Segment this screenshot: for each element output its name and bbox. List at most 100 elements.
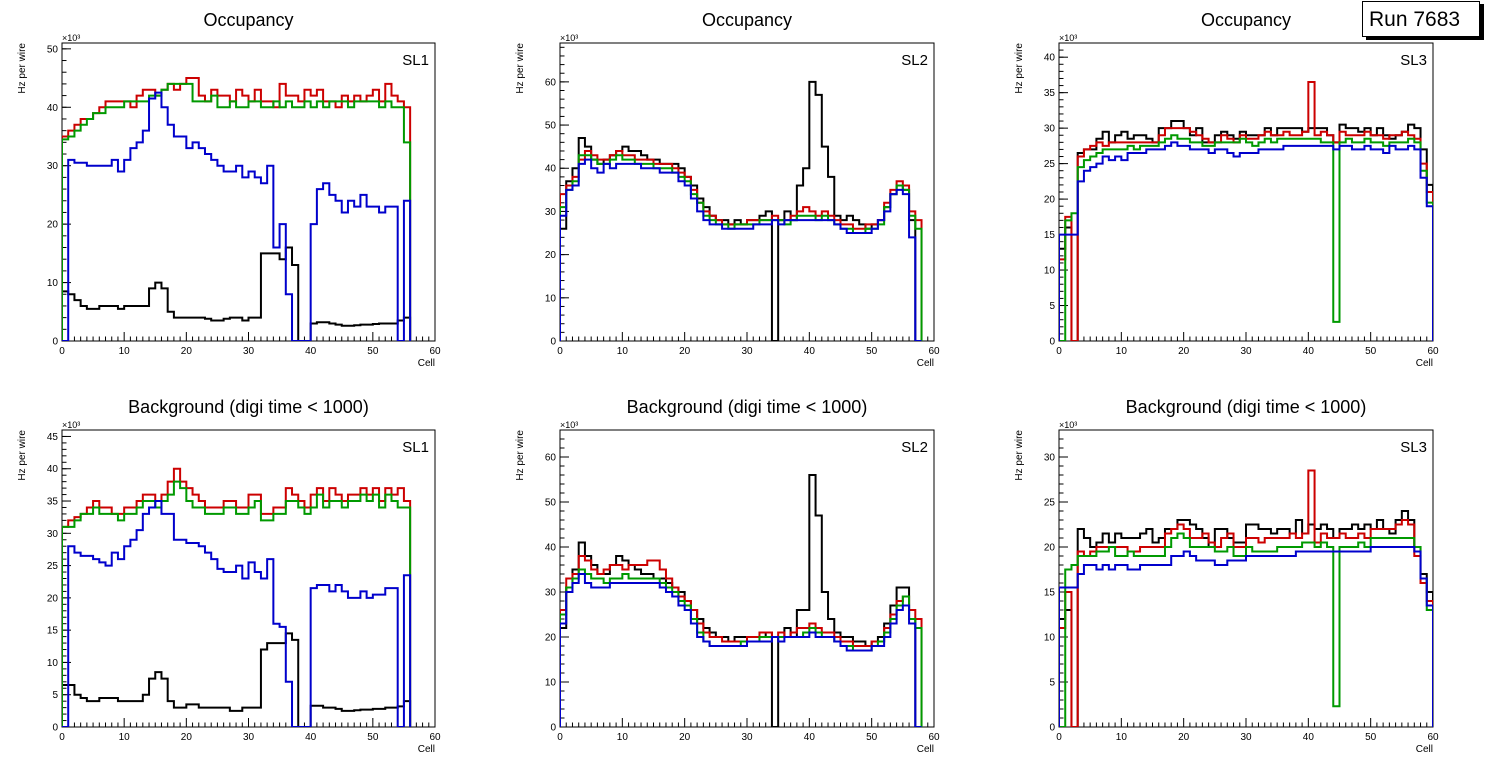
x-tick-label: 30 [1240,732,1252,743]
x-tick-label: 20 [1178,346,1190,357]
y-tick-label: 10 [1044,633,1056,644]
y-axis-label: Hz per wire [1014,430,1025,481]
series-black [62,632,412,727]
y-tick-label: 40 [545,164,557,175]
series-black [62,246,412,341]
x-tick-label: 10 [617,732,629,743]
y-tick-label: 0 [550,337,556,348]
x-tick-label: 60 [928,732,940,743]
x-tick-label: 40 [305,732,317,743]
superlayer-label: SL1 [402,52,429,69]
x-tick-label: 30 [741,346,753,357]
x-tick-label: 60 [429,346,441,357]
y-tick-label: 5 [52,690,58,701]
x-axis-label: Cell [1416,744,1433,755]
y-tick-label: 20 [1044,543,1056,554]
y-tick-label: 20 [545,633,557,644]
y-tick-label: 35 [47,497,59,508]
y-tick-label: 5 [1049,678,1055,689]
chart-panel-4: 0 10 20 30 40 50 60 0 5 10 15 20 25 30 35 40 45×10³ Cell H… [17,397,441,755]
series-blue [1059,141,1433,341]
y-tick-label: 40 [1044,53,1056,64]
x-tick-label: 20 [181,346,193,357]
y-axis-label: Hz per wire [17,43,28,94]
y-tick-label: 25 [1044,159,1056,170]
x-tick-label: 10 [119,732,131,743]
x-tick-label: 20 [679,732,691,743]
run-label: Run 7683 [1369,8,1461,31]
series-red [560,555,923,727]
y-tick-label: 60 [545,453,557,464]
series-red [1059,469,1433,727]
x-tick-label: 50 [367,732,379,743]
x-axis-label: Cell [1416,358,1433,369]
y-tick-label: 40 [47,103,59,114]
series-blue [62,500,412,727]
y-axis-label: Hz per wire [1014,43,1025,94]
x-axis-label: Cell [917,744,934,755]
series-green [62,480,412,727]
plot-frame [1058,429,1434,728]
y-tick-label: 30 [545,207,557,218]
y-axis-exponent: ×10³ [62,420,80,430]
series-blue [560,158,922,341]
y-tick-label: 15 [1044,588,1056,599]
x-tick-label: 40 [804,346,816,357]
chart-panel-5: 0 10 20 30 40 50 60 0 10 20 30 40 50 60 ×10³ Cell Hz per… [515,397,940,755]
series-green [1059,134,1433,341]
chart-title: Occupancy [203,10,293,30]
x-tick-label: 30 [243,346,255,357]
y-tick-label: 40 [47,464,59,475]
x-tick-label: 0 [557,346,563,357]
y-tick-label: 0 [550,723,556,734]
y-axis-label: Hz per wire [17,430,28,481]
x-axis-label: Cell [418,744,435,755]
superlayer-label: SL2 [901,439,928,456]
y-axis-label: Hz per wire [515,43,526,94]
x-tick-label: 0 [59,732,65,743]
x-tick-label: 50 [1365,346,1377,357]
x-tick-label: 20 [181,732,193,743]
y-tick-label: 25 [1044,498,1056,509]
superlayer-label: SL3 [1400,52,1427,69]
x-tick-label: 50 [866,346,878,357]
x-tick-label: 40 [804,732,816,743]
chart-title: Background (digi time < 1000) [128,397,369,417]
series-black [560,80,922,341]
x-tick-label: 10 [119,346,131,357]
y-tick-label: 5 [1049,301,1055,312]
x-tick-label: 60 [1427,732,1439,743]
x-tick-label: 50 [367,346,379,357]
x-tick-label: 60 [429,732,441,743]
x-tick-label: 50 [1365,732,1377,743]
series-black [1059,120,1433,341]
x-tick-label: 60 [928,346,940,357]
y-tick-label: 35 [1044,88,1056,99]
series-blue [62,91,412,341]
plot-frame [559,42,935,342]
y-tick-label: 10 [545,293,557,304]
y-tick-label: 40 [545,543,557,554]
x-tick-label: 50 [866,732,878,743]
chart-panel-2: 0 10 20 30 40 50 60 0 10 20 30 40 50 60 ×10³ Cell Hz per… [515,10,940,369]
y-tick-label: 25 [47,561,59,572]
y-tick-label: 20 [545,250,557,261]
y-tick-label: 30 [47,529,59,540]
chart-title: Occupancy [702,10,792,30]
superlayer-label: SL2 [901,52,928,69]
series-green [1059,532,1433,727]
plot-frame [1058,42,1434,342]
x-tick-label: 20 [679,346,691,357]
series-black [560,474,922,727]
y-tick-label: 60 [545,77,557,88]
superlayer-label: SL3 [1400,439,1427,456]
x-tick-label: 30 [243,732,255,743]
y-tick-label: 50 [47,44,59,55]
x-tick-label: 60 [1427,346,1439,357]
y-axis-exponent: ×10³ [1059,33,1077,43]
y-axis-label: Hz per wire [515,430,526,481]
y-tick-label: 0 [1049,723,1055,734]
y-tick-label: 30 [1044,124,1056,135]
y-axis-exponent: ×10³ [62,33,80,43]
